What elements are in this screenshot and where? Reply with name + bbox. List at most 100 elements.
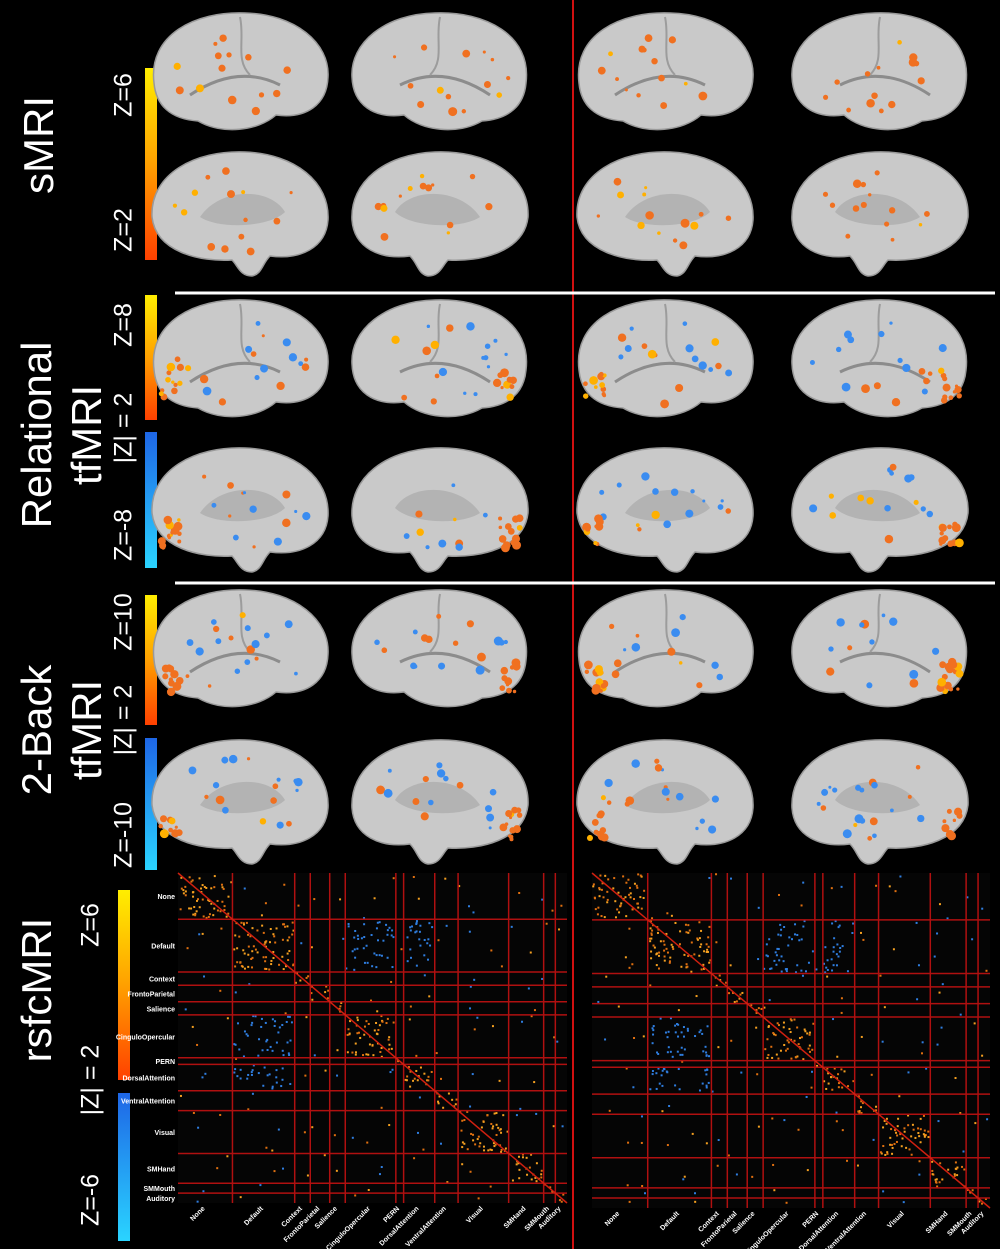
activation <box>228 754 238 764</box>
connection <box>677 1035 680 1038</box>
activation <box>852 179 862 189</box>
connection <box>472 1139 475 1142</box>
connection <box>730 877 733 880</box>
connection <box>388 1043 391 1046</box>
connection <box>422 1148 425 1151</box>
connection <box>651 929 654 932</box>
colorbar <box>145 295 157 420</box>
connection <box>622 875 625 878</box>
connection <box>793 1018 796 1021</box>
connection <box>750 1004 753 1007</box>
connection <box>303 1131 306 1134</box>
connection <box>277 1031 280 1034</box>
connection <box>831 1088 834 1091</box>
connection <box>830 887 833 890</box>
activation <box>498 516 503 521</box>
connection <box>832 1018 835 1021</box>
connection <box>825 966 828 969</box>
connection <box>628 893 631 896</box>
connection <box>644 1192 647 1195</box>
connection <box>706 948 709 951</box>
activation <box>683 81 688 86</box>
connection <box>890 1143 893 1146</box>
sulcus <box>200 193 285 226</box>
connection <box>837 1086 840 1089</box>
connection <box>685 931 688 934</box>
activation <box>857 494 865 502</box>
connection <box>896 1125 899 1128</box>
connection <box>782 1026 785 1029</box>
connection <box>247 965 250 968</box>
connection <box>236 1075 239 1078</box>
activation <box>485 805 492 813</box>
activation <box>809 359 815 365</box>
connection <box>285 1020 288 1023</box>
connection <box>941 983 944 986</box>
connection <box>541 898 544 901</box>
connection <box>899 1133 902 1136</box>
activation <box>947 831 957 841</box>
activation <box>606 800 612 805</box>
connection <box>378 921 381 924</box>
colorbar-label: Z=-6 <box>77 1174 105 1226</box>
connection <box>286 952 289 955</box>
connection <box>490 1122 493 1125</box>
connection <box>650 957 653 960</box>
connection <box>519 1107 522 1110</box>
connection <box>624 956 627 959</box>
connection <box>266 1048 269 1051</box>
connection <box>655 964 658 967</box>
connection <box>273 1024 276 1027</box>
activation <box>869 817 878 826</box>
connection <box>287 1052 290 1055</box>
connection <box>785 1201 788 1204</box>
connection <box>788 936 791 939</box>
connection <box>500 965 503 968</box>
activation <box>600 683 607 689</box>
connection <box>940 1026 943 1029</box>
connection <box>709 959 712 962</box>
colorbar-label: Z=6 <box>110 73 138 117</box>
connection <box>771 1056 774 1059</box>
connection <box>195 910 198 913</box>
connection <box>386 929 389 932</box>
activation <box>511 806 519 814</box>
connection <box>765 954 768 957</box>
connection <box>275 1076 278 1079</box>
connection <box>270 959 273 962</box>
connection <box>680 1046 683 1049</box>
connection <box>461 1146 464 1149</box>
connection <box>886 1151 889 1154</box>
activation <box>666 797 670 801</box>
brain-surface <box>791 299 968 418</box>
connection <box>184 1008 187 1011</box>
connection <box>730 1039 733 1042</box>
activation <box>254 656 259 661</box>
connection <box>245 921 248 924</box>
connection <box>292 964 295 967</box>
connection <box>656 1051 659 1054</box>
connection <box>674 1024 677 1027</box>
activation <box>942 819 947 824</box>
connection <box>479 1142 482 1145</box>
connection <box>805 1095 808 1098</box>
activation <box>428 799 434 806</box>
brain <box>351 739 529 865</box>
connection <box>766 955 769 958</box>
activation <box>859 817 866 824</box>
connection <box>203 975 206 978</box>
connection <box>833 1067 836 1070</box>
activation <box>436 86 444 94</box>
connection <box>773 1189 776 1192</box>
connection <box>371 1044 374 1047</box>
connection <box>391 966 394 969</box>
brain-surface <box>351 589 528 708</box>
activation <box>617 191 625 199</box>
connection <box>490 1149 493 1152</box>
connection <box>837 1073 840 1076</box>
connection <box>903 1127 906 1130</box>
connection <box>216 909 219 912</box>
connection <box>288 1015 291 1018</box>
connection <box>785 970 788 973</box>
connection <box>694 1200 697 1203</box>
